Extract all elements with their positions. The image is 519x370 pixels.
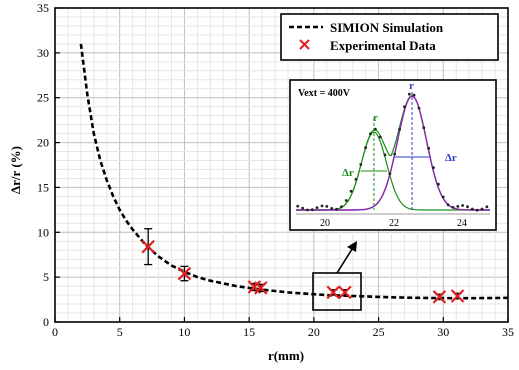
legend-simulation-label: SIMION Simulation	[330, 20, 444, 35]
y-tick-label-20: 20	[37, 136, 49, 150]
inset-data-dot-22	[403, 105, 406, 109]
inset-data-dot-9	[340, 205, 343, 209]
zoom-arrowhead	[347, 241, 357, 252]
plot-frame	[54, 7, 509, 323]
marker-b-7	[450, 289, 465, 303]
x-tick-label-15: 15	[243, 325, 255, 339]
x-tick-label-25: 25	[373, 325, 385, 339]
marker-b-2	[247, 280, 262, 294]
x-tick-label-20: 20	[308, 325, 320, 339]
inset-tick-24: 24	[457, 218, 467, 229]
inset-data-dot-25	[417, 106, 421, 110]
inset-data-dot-14	[364, 146, 367, 150]
inset-data-dot-35	[466, 205, 469, 209]
marker-b-3	[254, 281, 268, 295]
inset-data-dot-19	[388, 172, 392, 176]
inset-data-dot-38	[480, 207, 484, 211]
inset-width-label-1: Δr	[342, 167, 354, 179]
inset-tick-20: 20	[320, 218, 330, 229]
legend-experimental-label: Experimental Data	[330, 38, 436, 53]
inset-data-dot-15	[369, 132, 372, 136]
y-tick-label-10: 10	[37, 225, 49, 239]
inset-peak-label-r1: r	[373, 112, 378, 124]
data-point-5	[338, 285, 352, 300]
inset-width-label-2: Δr	[445, 152, 457, 164]
inset-data-dot-29	[437, 182, 440, 186]
inset-data-dot-18	[383, 153, 387, 157]
legend-box	[280, 13, 499, 61]
inset-sum-curve-right	[296, 95, 490, 211]
x-tick-label-30: 30	[437, 325, 449, 339]
inset: Vext = 400V 20 22 24 r r Δr Δr	[289, 79, 497, 231]
legend-experimental-swatch	[299, 39, 310, 50]
inset-data-dot-0	[296, 204, 300, 208]
inset-data-dot-37	[475, 208, 479, 212]
zoom-arrow	[336, 245, 355, 274]
marker-b-0	[141, 239, 155, 254]
marker-b-5	[338, 285, 352, 300]
y-tick-label-25: 25	[37, 91, 49, 105]
inset-data-dot-31	[446, 203, 450, 207]
inset-data-dot-12	[354, 178, 358, 181]
y-tick-label-30: 30	[37, 46, 49, 60]
inset-data-dot-3	[310, 208, 314, 212]
inset-peak-label-r2: r	[409, 80, 414, 92]
marker-b-6	[432, 290, 447, 304]
x-tick-label-10: 10	[178, 325, 190, 339]
inset-title: Vext = 400V	[298, 88, 351, 99]
inset-data-dot-16	[373, 127, 377, 131]
y-tick-label-5: 5	[43, 270, 49, 284]
inset-data-dot-34	[461, 204, 464, 207]
inset-data-dot-7	[330, 207, 334, 210]
legend: SIMION Simulation Experimental Data	[280, 13, 499, 61]
x-tick-label-35: 35	[502, 325, 514, 339]
inset-data-dot-2	[306, 208, 309, 212]
inset-data-dot-5	[320, 204, 324, 208]
inset-data-dot-21	[398, 127, 401, 131]
inset-data-dot-36	[470, 207, 474, 211]
y-tick-label-0: 0	[43, 315, 49, 329]
x-tick-label-0: 0	[52, 325, 58, 339]
inset-data-dot-11	[349, 189, 353, 193]
inset-plot	[296, 92, 490, 212]
simulation-line	[79, 43, 509, 300]
inset-data-dot-6	[325, 205, 329, 208]
y-tick-label-15: 15	[37, 180, 49, 194]
inset-data-dot-32	[451, 205, 455, 209]
inset-data-dot-10	[344, 199, 348, 202]
tick-labels: 0 5 10 15 20 25 30 35 0 5 10 15 20 25 30 35	[37, 1, 514, 339]
axes-frame	[54, 7, 509, 323]
inset-data-dot-1	[301, 206, 304, 210]
data-point-6	[432, 290, 447, 304]
data-point-4	[326, 285, 341, 300]
inset-data-dot-13	[359, 163, 363, 166]
inset-data-dot-20	[393, 152, 397, 156]
inset-data-dot-28	[432, 166, 435, 170]
inset-data-dot-23	[407, 92, 411, 96]
experimental-points	[141, 228, 465, 304]
data-point-1	[177, 265, 192, 282]
inset-data-dot-33	[456, 205, 460, 208]
data-point-0	[141, 228, 155, 266]
inset-data-dot-27	[427, 147, 431, 150]
inset-data-dot-17	[378, 135, 382, 139]
inset-tick-22: 22	[389, 218, 399, 229]
y-axis-label: Δr/r (%)	[8, 146, 23, 194]
x-axis-label: r(mm)	[268, 348, 304, 363]
data-point-7	[450, 289, 465, 303]
marker-b-1	[177, 266, 192, 281]
inset-data-dot-24	[412, 93, 416, 97]
y-tick-label-35: 35	[37, 1, 49, 15]
simulation-curve	[79, 43, 509, 300]
data-point-3	[254, 281, 268, 295]
marker-b-4	[326, 285, 341, 300]
x-tick-label-5: 5	[117, 325, 123, 339]
inset-data-dot-8	[335, 207, 338, 211]
inset-data-dot-26	[422, 126, 426, 130]
inset-frame	[289, 79, 497, 231]
inset-data-dot-39	[485, 205, 489, 209]
inset-data-dot-4	[315, 206, 319, 210]
inset-data-dot-30	[441, 195, 445, 199]
